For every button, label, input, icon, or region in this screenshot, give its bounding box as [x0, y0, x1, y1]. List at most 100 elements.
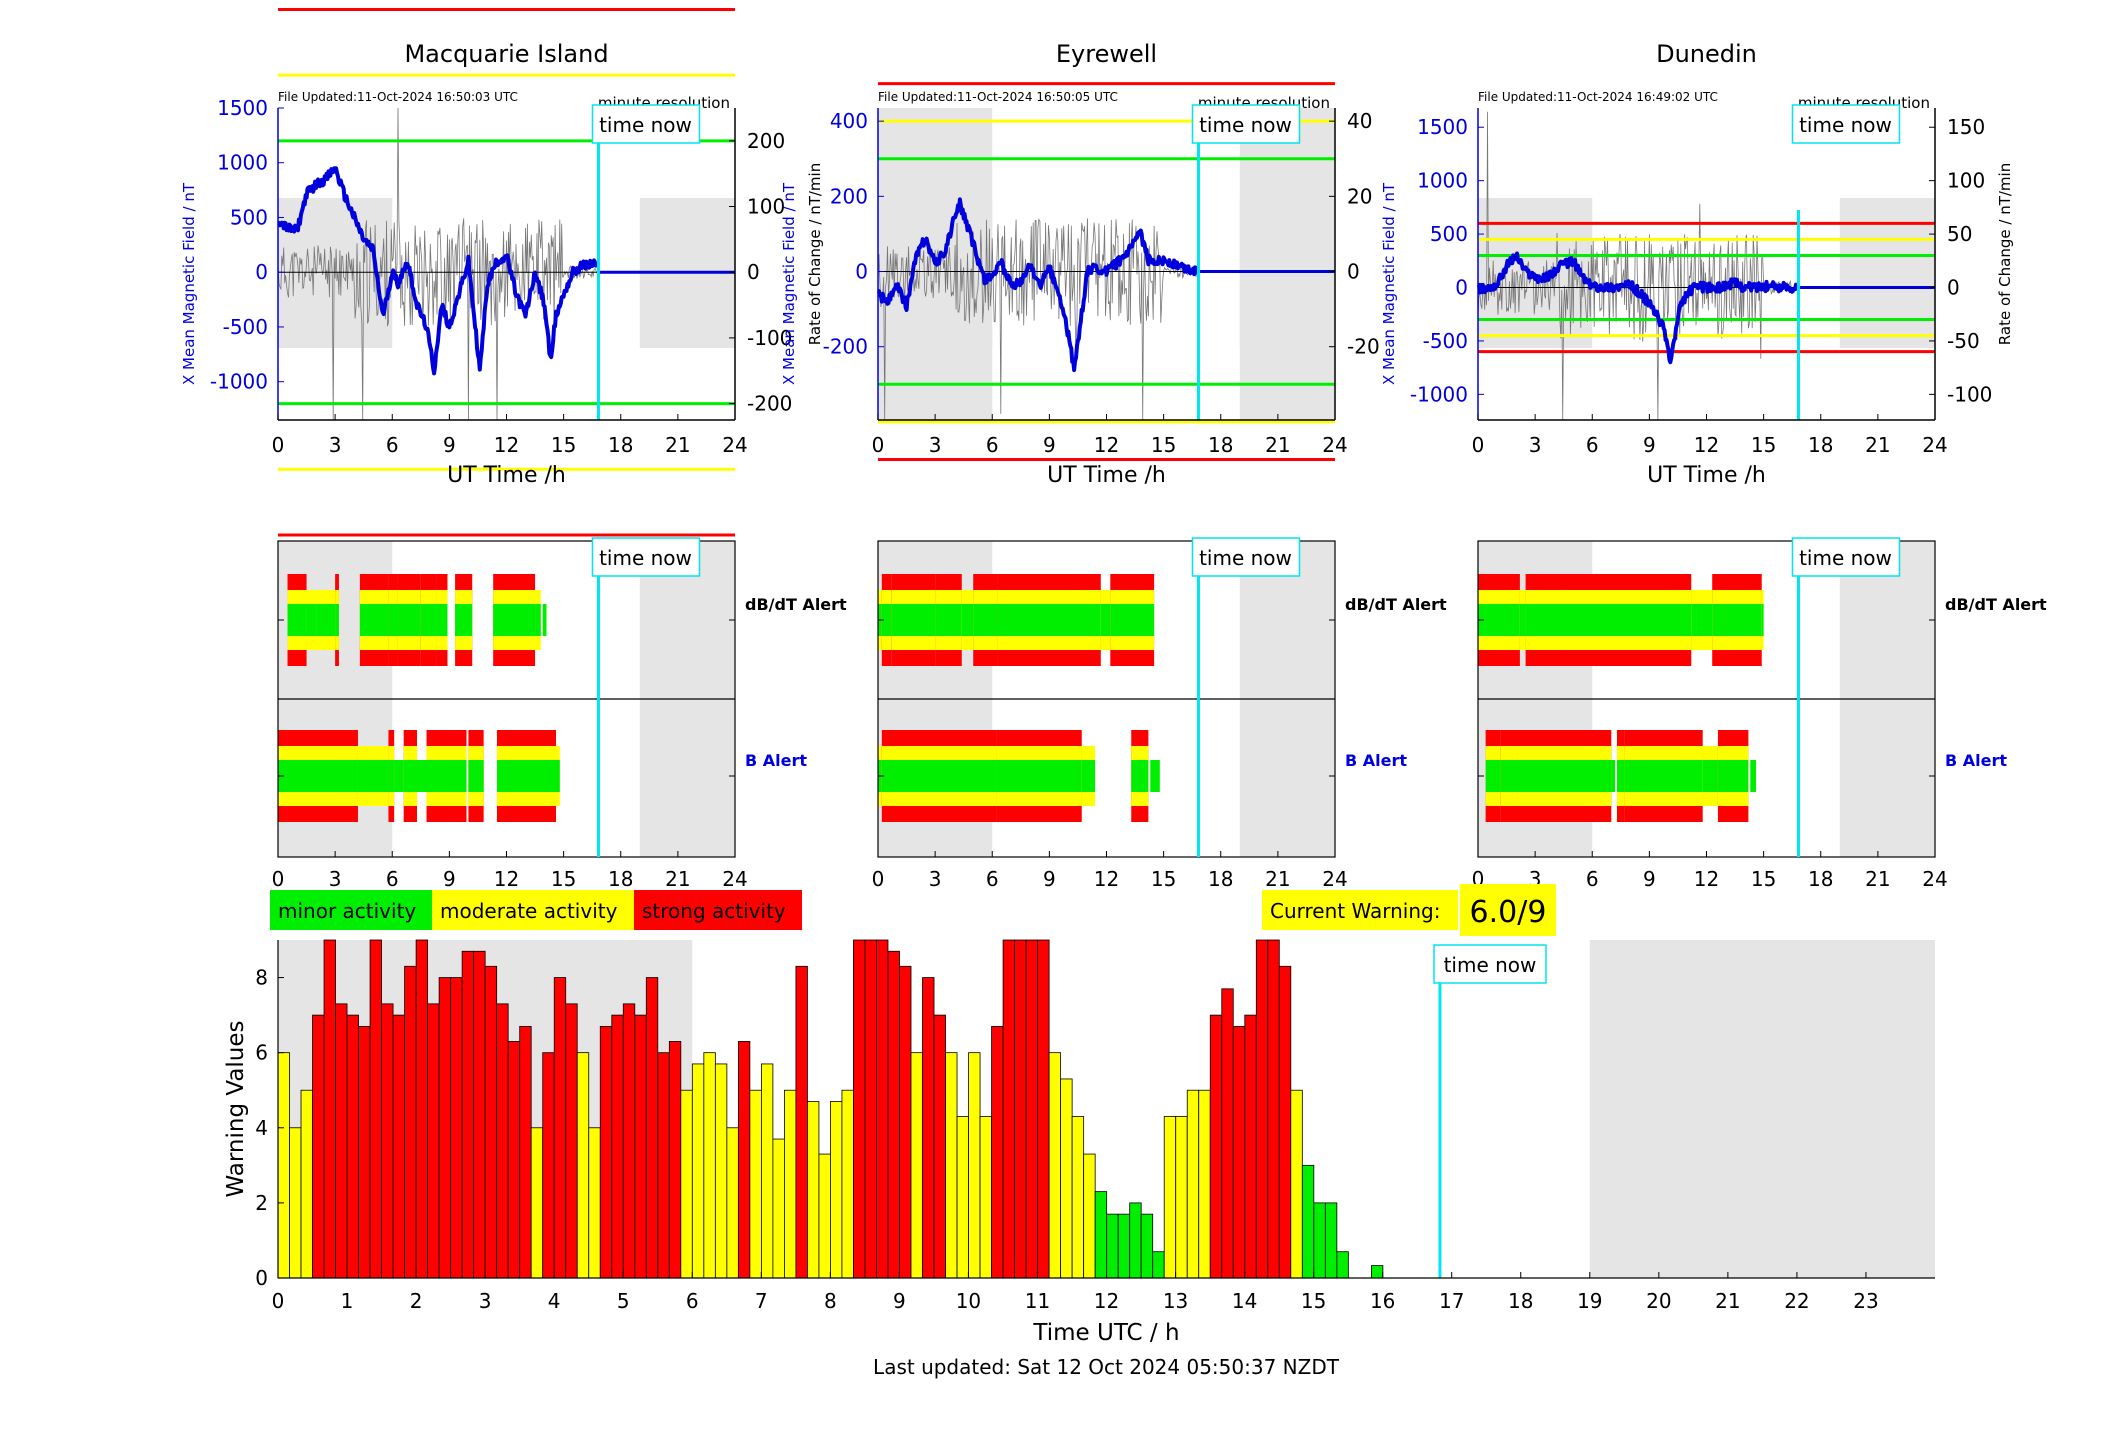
- right-tick-label: 100: [747, 195, 785, 219]
- right-axis-title: Rate of Change / nT/min: [1996, 163, 2014, 345]
- b-alert-block: [881, 760, 997, 792]
- b-alert-block: [1517, 760, 1612, 792]
- night-shade-after: [1839, 198, 1935, 348]
- warning-bar: [910, 1052, 923, 1279]
- dbdt-alert-block: [1110, 604, 1155, 636]
- b-alert-block: [1624, 760, 1703, 792]
- alert-x-tick-label: 18: [608, 867, 633, 891]
- alert-x-tick-label: 6: [986, 867, 999, 891]
- x-tick-label: 21: [1265, 433, 1290, 457]
- warning-bar: [473, 950, 486, 1279]
- x-tick-label: 21: [1865, 433, 1890, 457]
- warning-bar: [565, 1003, 578, 1279]
- warning-bar: [346, 1014, 359, 1279]
- warning-bar: [726, 1127, 739, 1279]
- alert-time-now-label: time now: [1799, 546, 1892, 570]
- left-tick-label: 400: [830, 109, 868, 133]
- x-tick-label: 3: [329, 433, 342, 457]
- legend-moderate-swatch: [432, 890, 634, 930]
- warning-bar: [1370, 1265, 1384, 1279]
- warning-bar: [1060, 1078, 1073, 1279]
- x-tick-label: 9: [1043, 433, 1056, 457]
- time-now-label: time now: [599, 113, 692, 137]
- alert-x-tick-label: 24: [1322, 867, 1347, 891]
- warning-bar: [899, 965, 912, 1279]
- dbdt-alert-block: [1525, 604, 1568, 636]
- x-tick-label: 0: [272, 433, 285, 457]
- right-axis-title: Rate of Change / nT/min: [806, 163, 824, 345]
- warning-bar: [369, 939, 382, 1279]
- b-alert-block: [287, 760, 358, 792]
- chart-x-tick-label: 6: [686, 1289, 699, 1313]
- warning-bar: [714, 1063, 728, 1279]
- chart-x-tick-label: 8: [824, 1289, 837, 1313]
- warning-bar: [1198, 1089, 1211, 1279]
- warning-bar: [887, 950, 900, 1279]
- x-tick-label: 15: [1151, 433, 1176, 457]
- warning-bar: [772, 1138, 785, 1279]
- current-warning-box: [1262, 890, 1458, 930]
- right-tick-label: 150: [1947, 115, 1985, 139]
- warning-bar: [461, 950, 475, 1279]
- warning-bar: [933, 1014, 946, 1279]
- alert-x-tick-label: 0: [272, 867, 285, 891]
- alert-x-tick-label: 21: [665, 867, 690, 891]
- time-now-label: time now: [1199, 113, 1292, 137]
- current-warning-value: 6.0/9: [1470, 895, 1547, 930]
- warning-bar: [312, 1014, 325, 1279]
- file-updated-text: File Updated:11-Oct-2024 16:49:02 UTC: [1478, 90, 1718, 104]
- alert-x-tick-label: 0: [872, 867, 885, 891]
- chart-x-tick-label: 18: [1508, 1289, 1533, 1313]
- chart-x-tick-label: 17: [1439, 1289, 1464, 1313]
- warning-bar: [599, 1025, 613, 1279]
- warning-bar: [737, 1041, 751, 1279]
- chart-x-tick-label: 3: [479, 1289, 492, 1313]
- warning-bar: [289, 1127, 302, 1279]
- right-tick-label: 40: [1347, 109, 1372, 133]
- x-tick-label: 21: [665, 433, 690, 457]
- warning-bar: [1152, 1251, 1165, 1279]
- file-updated-text: File Updated:11-Oct-2024 16:50:03 UTC: [278, 90, 518, 104]
- x-tick-label: 6: [386, 433, 399, 457]
- time-now-label: time now: [1799, 113, 1892, 137]
- left-tick-label: 1000: [217, 151, 268, 175]
- chart-y-tick-label: 4: [255, 1116, 268, 1140]
- warning-bar: [760, 1063, 774, 1279]
- b-alert-block: [403, 760, 418, 792]
- dbdt-alert-block: [455, 604, 473, 636]
- right-tick-label: -200: [747, 392, 792, 416]
- alert-x-tick-label: 24: [722, 867, 747, 891]
- x-tick-label: 12: [494, 433, 519, 457]
- warning-bar: [1083, 1153, 1096, 1279]
- dbdt-alert-label: dB/dT Alert: [1345, 595, 1447, 614]
- magnetic-field-trace: [277, 166, 599, 376]
- chart-y-tick-label: 2: [255, 1191, 268, 1215]
- alert-time-now-box: [1191, 537, 1301, 577]
- dbdt-alert-block: [493, 604, 536, 636]
- dbdt-alert-label: dB/dT Alert: [745, 595, 847, 614]
- warning-bar: [818, 1153, 831, 1279]
- warning-bar: [749, 1089, 762, 1279]
- dbdt-alert-block: [388, 604, 398, 636]
- time-now-box: [591, 104, 701, 144]
- warning-bar: [634, 1014, 647, 1279]
- b-alert-block: [996, 760, 1082, 792]
- dbdt-alert-block: [542, 604, 547, 636]
- x-tick-label: 9: [1643, 433, 1656, 457]
- right-tick-label: 20: [1347, 184, 1372, 208]
- warning-bar: [703, 1052, 716, 1279]
- warning-bar: [530, 1127, 544, 1279]
- warning-bar: [945, 1052, 958, 1279]
- chart-x-tick-label: 22: [1784, 1289, 1809, 1313]
- warning-bar: [668, 1041, 682, 1279]
- warning-bar: [645, 977, 659, 1279]
- alert-time-now-box: [591, 537, 701, 577]
- alert-x-tick-label: 15: [551, 867, 576, 891]
- warning-bar: [991, 1025, 1004, 1279]
- warning-bar: [588, 1127, 601, 1279]
- dbdt-alert-block: [436, 604, 448, 636]
- alert-x-tick-label: 21: [1265, 867, 1290, 891]
- left-tick-label: 0: [255, 260, 268, 284]
